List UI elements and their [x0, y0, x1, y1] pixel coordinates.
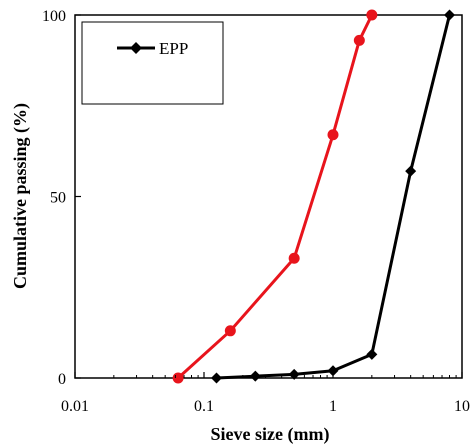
data-point-circle — [366, 9, 378, 21]
data-point-circle — [224, 325, 236, 337]
series-epp — [211, 9, 455, 384]
legend-box — [81, 21, 224, 105]
x-tick-label: 0.01 — [61, 398, 89, 415]
data-point-diamond — [366, 348, 378, 360]
x-axis-title: Sieve size (mm) — [211, 424, 330, 445]
data-point-circle — [172, 372, 184, 384]
series-unnamed-1 — [172, 9, 378, 384]
data-point-diamond — [249, 370, 261, 382]
data-point-diamond — [443, 9, 455, 21]
data-point-circle — [327, 129, 339, 141]
data-point-diamond — [211, 372, 223, 384]
x-tick-label: 1 — [329, 398, 337, 415]
legend: EPP — [81, 21, 224, 105]
y-axis-title: Cumulative passing (%) — [10, 103, 31, 289]
data-point-diamond — [327, 365, 339, 377]
y-tick-label: 100 — [42, 8, 66, 25]
y-tick-label: 50 — [50, 190, 66, 207]
series-layer — [172, 9, 455, 384]
x-tick-label: 10 — [454, 398, 470, 415]
data-point-diamond — [288, 368, 300, 380]
data-point-diamond — [405, 165, 417, 177]
data-point-circle — [288, 252, 300, 264]
data-point-circle — [353, 34, 365, 46]
x-tick-label: 0.1 — [194, 398, 214, 415]
legend-marker-diamond — [130, 42, 142, 54]
y-tick-label: 0 — [58, 371, 66, 388]
legend-label: EPP — [159, 39, 188, 58]
